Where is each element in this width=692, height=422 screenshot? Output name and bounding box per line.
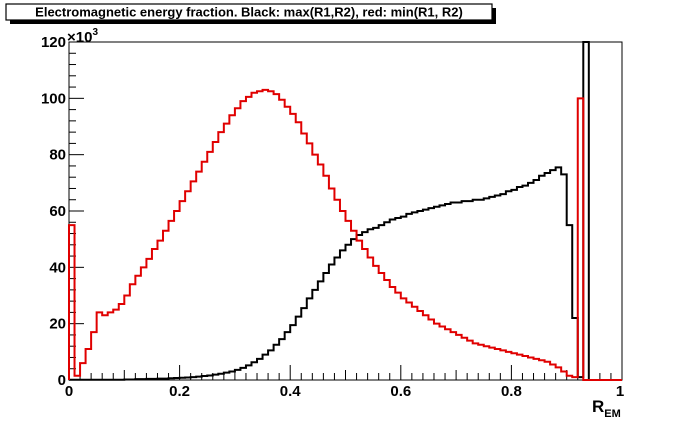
x-tick-label: 0.6 [390, 383, 411, 400]
series-line-max [68, 41, 622, 381]
series-line-min [68, 88, 622, 381]
x-tick-label: 0.2 [169, 383, 190, 400]
y-axis-tick-labels: 0 20 40 60 80 100 120 [41, 34, 66, 389]
x-tick-label: 0.4 [280, 383, 302, 400]
y-multiplier-exponent: 3 [92, 27, 98, 38]
y-tick-label: 0 [58, 372, 66, 389]
y-tick-label: 120 [41, 34, 66, 51]
x-axis-title: REM [592, 397, 621, 420]
chart-title: Electromagnetic energy fraction. Black: … [35, 5, 463, 20]
x-axis-tick-labels: 0 0.2 0.4 0.6 0.8 1 [65, 383, 624, 400]
chart-title-box: Electromagnetic energy fraction. Black: … [5, 3, 496, 24]
title-box [5, 3, 493, 21]
y-axis-multiplier: ×103 [67, 27, 98, 46]
x-axis-title-main: R [592, 397, 604, 416]
x-axis-ticks [68, 365, 623, 380]
y-tick-label: 60 [49, 203, 66, 220]
y-tick-label: 20 [49, 316, 66, 333]
y-tick-label: 80 [49, 147, 66, 164]
x-tick-label: 1 [616, 383, 624, 400]
x-tick-label: 0 [65, 383, 73, 400]
x-tick-label: 0.8 [501, 383, 522, 400]
x-axis-title-subscript: EM [604, 408, 621, 420]
y-tick-label: 100 [41, 90, 66, 107]
y-axis-ticks [69, 41, 84, 381]
series-group [68, 41, 622, 381]
y-multiplier-base: ×10 [67, 29, 92, 46]
y-tick-label: 40 [49, 259, 66, 276]
